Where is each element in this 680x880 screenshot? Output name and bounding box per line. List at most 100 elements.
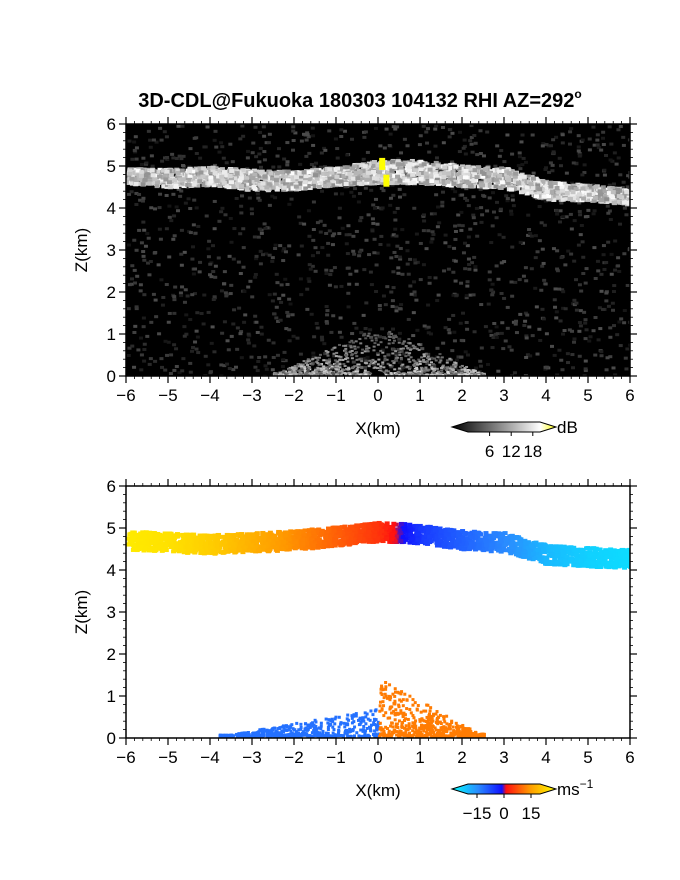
noise-speck [180,124,185,128]
fan-speck [289,369,293,372]
noise-speck [295,336,300,340]
cloud-echo [224,173,230,178]
cloud-echo [185,182,191,187]
fan-speck [374,337,378,340]
noise-speck [460,193,465,197]
noise-speck [163,368,168,372]
noise-speck [380,327,385,331]
cloud-echo [530,185,536,190]
noise-speck [324,305,329,309]
noise-speck [392,210,397,214]
noise-speck [298,221,303,225]
noise-speck [350,137,355,141]
noise-speck [246,285,251,289]
cloud-echo [353,171,359,176]
cloud-echo [474,175,480,180]
cloud-echo [581,196,587,201]
fan-speck [431,363,435,366]
noise-speck [285,141,290,145]
noise-speck [188,207,193,211]
noise-speck [587,137,592,141]
noise-speck [248,279,253,283]
noise-speck [275,353,280,357]
noise-speck [413,261,418,265]
noise-speck [431,232,436,236]
cloud-echo [205,171,211,176]
noise-speck [525,313,530,317]
cloud-echo [356,181,362,186]
noise-speck [428,332,433,336]
noise-speck [577,154,582,158]
noise-speck [377,335,382,339]
fan-speck [373,360,377,363]
noise-speck [202,145,207,149]
noise-speck [453,229,458,233]
noise-speck [152,251,157,255]
fan-speck [310,363,314,366]
noise-speck [554,316,559,320]
noise-speck [239,204,244,208]
noise-speck [543,282,548,286]
backscatter-x-tick-label: 5 [583,386,592,405]
noise-speck [220,206,225,210]
cloud-echo [435,163,441,168]
fan-speck [364,373,368,376]
fan-speck [451,371,455,374]
noise-speck [501,235,506,239]
cloud-echo [150,173,156,178]
noise-speck [466,353,471,357]
noise-speck [150,164,155,168]
noise-speck [548,161,553,165]
noise-speck [626,174,630,178]
noise-speck [582,171,587,175]
fan-speck [413,370,417,373]
cloud-echo [351,164,357,169]
noise-speck [270,194,275,198]
velocity-echo [253,549,259,554]
cloud-echo [557,181,563,186]
noise-speck [596,269,601,273]
cloud-echo [348,175,354,180]
fan-speck [446,373,450,376]
cloud-echo [375,166,381,171]
fan-speck [335,368,339,371]
noise-speck [422,324,427,328]
noise-speck [609,142,614,146]
noise-speck [510,245,515,249]
cloud-echo [197,179,203,184]
cloud-echo [390,159,396,164]
noise-speck [311,351,316,355]
fan-speck [418,360,422,363]
noise-speck [574,301,579,305]
backscatter-x-tick-label: −2 [284,386,303,405]
noise-speck [402,193,407,197]
noise-speck [369,335,374,339]
cloud-echo [512,174,518,179]
cloud-echo [628,188,630,193]
noise-speck [601,244,606,248]
fan-speck [398,367,402,370]
cloud-echo [506,178,512,183]
fan-speck [402,372,406,375]
cloud-echo [385,161,391,166]
cloud-echo [284,180,290,185]
noise-speck [523,374,528,376]
noise-speck [577,151,582,155]
noise-speck [475,153,480,157]
cloud-echo [418,176,424,181]
cloud-echo [552,180,558,185]
fan-speck [445,369,449,372]
cloud-echo [479,169,485,174]
noise-speck [173,285,178,289]
noise-speck [616,256,621,260]
cloud-echo [219,167,225,172]
cloud-echo [405,163,411,168]
fan-speck [406,341,410,344]
noise-speck [327,229,332,233]
noise-speck [280,365,285,369]
cloud-echo [458,172,464,177]
fan-speck [316,367,320,370]
cloud-echo [505,167,511,172]
cloud-echo [191,182,197,187]
noise-speck [320,338,325,342]
